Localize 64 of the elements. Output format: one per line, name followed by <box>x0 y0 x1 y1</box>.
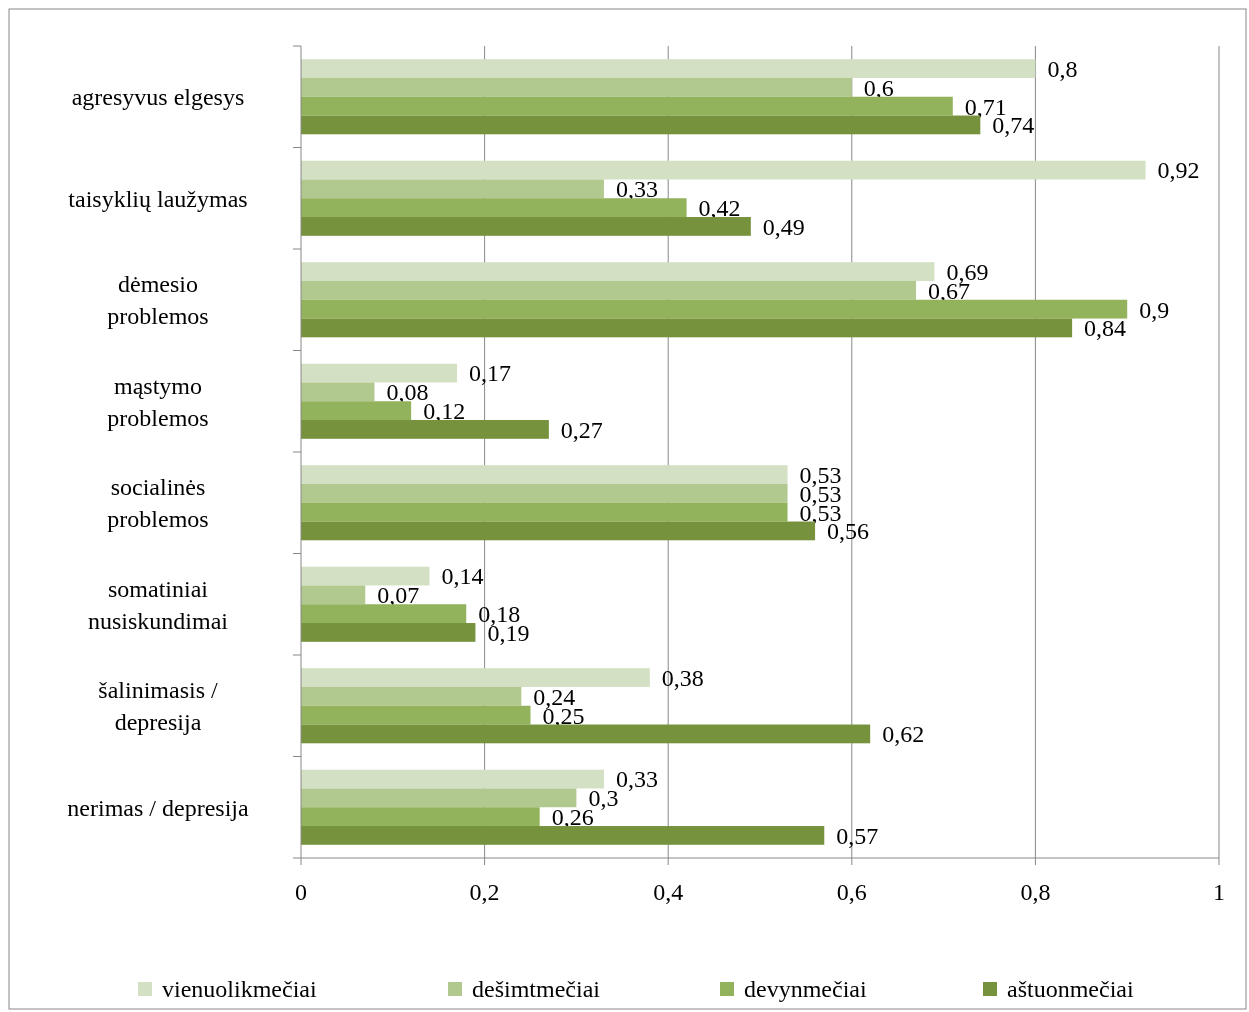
bar <box>301 465 788 484</box>
x-tick-label: 1 <box>1213 879 1225 905</box>
bar <box>301 382 375 402</box>
data-label: 0,17 <box>469 360 512 387</box>
bar <box>301 59 1036 78</box>
bar <box>301 769 604 789</box>
bar <box>301 668 650 687</box>
data-label: 0,84 <box>1084 315 1127 342</box>
bar <box>301 566 430 586</box>
y-tick-label: somatiniai nusiskundimai <box>87 575 229 634</box>
bar <box>301 160 1146 180</box>
bar <box>301 623 476 642</box>
y-tick-label: taisyklių laužymas <box>68 185 248 212</box>
y-tick-label: nerimas / depresija <box>67 794 249 821</box>
x-tick-label: 0,8 <box>1020 879 1051 905</box>
bar <box>301 826 825 845</box>
bar <box>301 179 604 199</box>
y-tick-label: mąstymo problemos <box>107 372 209 431</box>
data-label: 0,38 <box>661 664 704 691</box>
data-label: 0,07 <box>377 582 420 609</box>
bar <box>301 401 412 421</box>
bar <box>301 262 935 281</box>
data-label: 0,62 <box>882 721 925 748</box>
data-label: 0,6 <box>863 74 894 101</box>
data-label: 0,42 <box>698 195 741 222</box>
bar <box>301 280 917 300</box>
bar <box>301 483 788 503</box>
data-label: 0,33 <box>615 176 658 203</box>
bar <box>301 724 871 744</box>
legend-label: vienuolikmečiai <box>162 976 317 1003</box>
legend-label: devynmečiai <box>744 976 867 1003</box>
bar <box>301 363 458 383</box>
data-label: 0,14 <box>441 563 484 590</box>
bar <box>301 217 751 236</box>
bar <box>301 585 366 605</box>
x-tick-label: 0,4 <box>653 879 684 905</box>
data-label: 0,92 <box>1157 157 1200 184</box>
y-tick-label: šalinimasis / depresija <box>98 677 218 736</box>
legend-label: aštuonmečiai <box>1007 976 1134 1003</box>
y-tick-label: dėmesio problemos <box>107 271 209 330</box>
bar <box>301 807 540 827</box>
x-tick-label: 0,6 <box>836 879 867 905</box>
x-tick-label: 0,2 <box>469 879 500 905</box>
bar <box>301 420 549 439</box>
data-label: 0,57 <box>836 822 879 849</box>
bar <box>301 96 953 116</box>
legend-label: dešimtmečiai <box>472 976 601 1003</box>
data-label: 0,8 <box>1047 55 1078 82</box>
x-tick-label: 0 <box>295 879 307 905</box>
y-tick-label: agresyvus elgesys <box>71 84 245 111</box>
y-tick-label: socialinės problemos <box>107 474 209 533</box>
bar <box>301 502 788 522</box>
bar <box>301 686 522 706</box>
bar <box>301 77 852 97</box>
bar <box>301 318 1073 338</box>
data-label: 0,27 <box>560 416 603 443</box>
data-label: 0,49 <box>762 213 805 240</box>
bar <box>301 604 467 624</box>
bar <box>301 299 1128 319</box>
bar <box>301 521 816 541</box>
data-label: 0,9 <box>1139 296 1170 323</box>
bar <box>301 198 687 218</box>
bar <box>301 705 531 725</box>
bar <box>301 788 577 808</box>
